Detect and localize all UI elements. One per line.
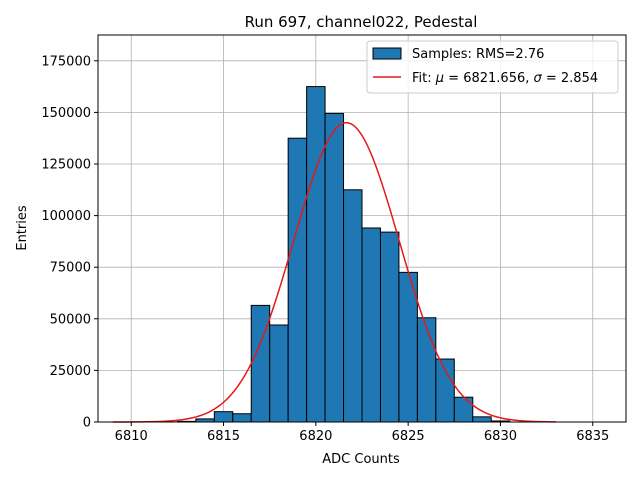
histogram-bar	[250, 304, 271, 423]
x-tick-label: 6810	[115, 429, 148, 444]
histogram-bar	[287, 137, 308, 423]
y-tick-label: 50000	[50, 312, 91, 327]
legend-samples-swatch	[372, 47, 402, 60]
y-axis-ticks: 0 25000 50000 75000 100000 125000 150000 175000	[41, 54, 98, 431]
y-tick-label: 150000	[41, 106, 91, 121]
histogram-bar	[435, 358, 455, 423]
legend-fit-label: Fit: μ = 6821.656, σ = 2.854	[412, 71, 598, 86]
y-tick-label: 75000	[50, 261, 91, 276]
fit-curve	[112, 122, 556, 423]
y-tick-label: 25000	[50, 364, 91, 379]
y-tick-label: 100000	[41, 209, 91, 224]
histogram-bar	[213, 411, 234, 423]
legend: Samples: RMS=2.76 Fit: μ = 6821.656, σ =…	[366, 40, 619, 94]
chart-title: Run 697, channel022, Pedestal	[245, 13, 478, 31]
x-tick-label: 6815	[207, 429, 240, 444]
legend-box	[366, 40, 619, 94]
histogram-bar	[232, 413, 252, 423]
x-tick-label: 6820	[299, 429, 332, 444]
y-tick-label: 0	[83, 416, 91, 431]
y-axis-label: Entries	[15, 205, 30, 251]
histogram-bar	[379, 231, 400, 423]
histogram-bar	[343, 189, 363, 423]
histogram-bar	[453, 396, 474, 423]
x-tick-label: 6825	[392, 429, 425, 444]
histogram-bar	[269, 324, 289, 423]
y-tick-label: 125000	[41, 158, 91, 173]
x-axis-ticks: 6810 6815 6820 6825 6830 6835	[115, 422, 609, 444]
histogram-bar	[416, 317, 437, 423]
plot-frame	[97, 34, 627, 423]
y-tick-label: 175000	[41, 54, 91, 69]
x-axis-label: ADC Counts	[322, 452, 400, 467]
histogram-bar	[324, 112, 345, 423]
x-tick-label: 6830	[484, 429, 517, 444]
histogram-bar	[361, 227, 381, 423]
histogram-bar	[472, 416, 492, 423]
histogram-bars	[176, 86, 511, 423]
legend-samples-label: Samples: RMS=2.76	[412, 47, 544, 62]
x-tick-label: 6835	[576, 429, 609, 444]
histogram-bar	[306, 86, 326, 423]
